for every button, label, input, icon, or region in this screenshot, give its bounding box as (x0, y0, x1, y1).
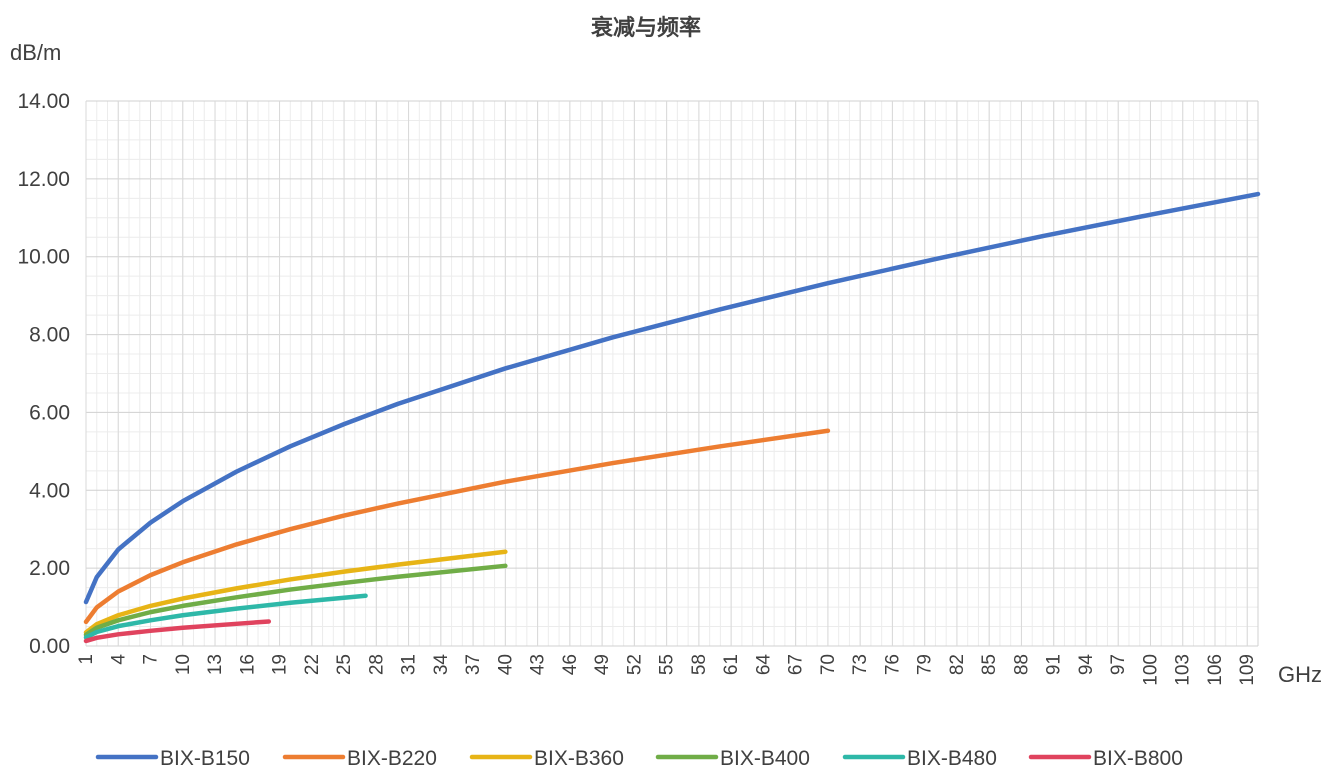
y-tick-label: 6.00 (29, 401, 70, 424)
x-tick-label: 1 (76, 654, 97, 665)
x-tick-label: 61 (721, 654, 742, 675)
x-tick-label: 22 (302, 654, 323, 675)
x-tick-label: 43 (528, 654, 549, 675)
y-tick-label: 4.00 (29, 479, 70, 502)
x-tick-label: 13 (205, 654, 226, 675)
x-axis-unit: GHz (1278, 662, 1322, 687)
major-gridlines (85, 100, 1259, 647)
legend-label: BIX-B800 (1093, 747, 1183, 770)
x-tick-label: 73 (850, 654, 871, 675)
x-tick-label: 31 (399, 654, 420, 675)
x-tick-label: 49 (592, 654, 613, 675)
x-tick-label: 4 (108, 654, 129, 665)
y-tick-label: 10.00 (17, 246, 70, 269)
x-tick-label: 103 (1173, 654, 1194, 686)
y-tick-label: 14.00 (17, 90, 70, 113)
x-tick-label: 55 (657, 654, 678, 675)
chart-title: 衰减与频率 (590, 15, 701, 41)
x-tick-label: 28 (366, 654, 387, 675)
x-tick-label: 70 (818, 654, 839, 675)
series-line-bix-b220 (83, 428, 831, 625)
series-line-bix-b800 (83, 619, 272, 644)
y-tick-label: 8.00 (29, 324, 70, 347)
x-tick-label: 16 (237, 654, 258, 675)
x-tick-label: 58 (689, 654, 710, 675)
x-tick-label: 64 (753, 654, 774, 676)
series-lines (83, 191, 1261, 644)
legend-label: BIX-B360 (534, 747, 624, 770)
minor-gridlines (85, 101, 1259, 646)
x-tick-label: 67 (786, 654, 807, 675)
legend-label: BIX-B150 (160, 747, 250, 770)
x-axis-ticks: 1 4 7 10 13 16 19 22 25 28 31 34 37 40 43 46 49 52 55 58 61 6… (76, 654, 1258, 686)
y-tick-label: 0.00 (29, 635, 70, 658)
x-tick-label: 25 (334, 654, 355, 675)
x-tick-label: 46 (560, 654, 581, 675)
x-tick-label: 94 (1076, 654, 1097, 676)
series-line-bix-b480 (83, 593, 368, 640)
series-line-bix-b360 (83, 549, 508, 635)
x-tick-label: 88 (1011, 654, 1032, 675)
x-tick-label: 109 (1237, 654, 1258, 686)
y-axis-unit: dB/m (10, 40, 61, 65)
legend-label: BIX-B480 (907, 747, 997, 770)
x-tick-label: 85 (979, 654, 1000, 675)
x-tick-label: 91 (1044, 654, 1065, 675)
x-tick-label: 19 (270, 654, 291, 675)
legend-label: BIX-B220 (347, 747, 437, 770)
x-tick-label: 7 (141, 654, 162, 665)
series-line-bix-b400 (83, 563, 508, 637)
x-tick-label: 79 (915, 654, 936, 675)
y-tick-label: 12.00 (17, 168, 70, 191)
series-line-bix-b150 (83, 191, 1261, 605)
x-tick-label: 10 (173, 654, 194, 675)
x-tick-label: 40 (495, 654, 516, 675)
legend: BIX-B150 BIX-B220 BIX-B360 BIX-B400 BIX-B480… (95, 747, 1183, 770)
y-tick-label: 2.00 (29, 557, 70, 580)
x-tick-label: 34 (431, 654, 452, 676)
legend-label: BIX-B400 (720, 747, 810, 770)
x-tick-label: 82 (947, 654, 968, 675)
x-tick-label: 106 (1205, 654, 1226, 686)
x-tick-label: 52 (624, 654, 645, 675)
x-tick-label: 37 (463, 654, 484, 675)
x-tick-label: 100 (1140, 654, 1161, 686)
x-tick-label: 76 (882, 654, 903, 675)
x-tick-label: 97 (1108, 654, 1129, 675)
y-axis-ticks: 0.00 2.00 4.00 6.00 8.00 10.00 12.00 14.00 (17, 90, 70, 658)
